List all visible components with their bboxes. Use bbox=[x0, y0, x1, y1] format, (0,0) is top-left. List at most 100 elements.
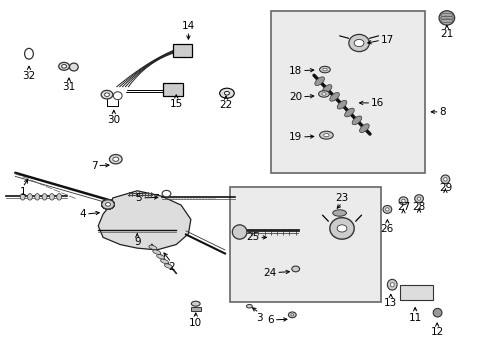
Ellipse shape bbox=[290, 314, 293, 316]
Ellipse shape bbox=[104, 93, 109, 96]
Ellipse shape bbox=[382, 206, 391, 213]
Ellipse shape bbox=[156, 255, 164, 259]
Text: 16: 16 bbox=[370, 98, 384, 108]
Ellipse shape bbox=[102, 200, 114, 209]
Text: 23: 23 bbox=[335, 193, 348, 203]
Ellipse shape bbox=[59, 62, 69, 70]
Ellipse shape bbox=[57, 194, 61, 200]
Ellipse shape bbox=[102, 200, 114, 209]
Ellipse shape bbox=[113, 157, 119, 161]
Text: 9: 9 bbox=[134, 237, 140, 247]
Text: 31: 31 bbox=[62, 82, 76, 93]
Ellipse shape bbox=[332, 210, 346, 216]
Ellipse shape bbox=[329, 218, 353, 239]
Text: 19: 19 bbox=[288, 132, 302, 142]
Text: 13: 13 bbox=[384, 298, 397, 309]
Ellipse shape bbox=[344, 108, 354, 117]
Ellipse shape bbox=[164, 264, 172, 268]
Ellipse shape bbox=[102, 200, 114, 209]
Text: 20: 20 bbox=[288, 92, 302, 102]
Ellipse shape bbox=[323, 134, 328, 137]
Ellipse shape bbox=[160, 259, 168, 264]
Ellipse shape bbox=[319, 131, 332, 139]
Ellipse shape bbox=[351, 116, 361, 125]
Text: 4: 4 bbox=[79, 209, 86, 219]
Ellipse shape bbox=[61, 64, 66, 68]
Ellipse shape bbox=[401, 199, 405, 202]
Text: 6: 6 bbox=[266, 315, 273, 325]
Text: 29: 29 bbox=[438, 183, 451, 193]
Ellipse shape bbox=[389, 283, 393, 287]
Ellipse shape bbox=[432, 309, 441, 317]
Text: 17: 17 bbox=[380, 35, 393, 45]
Ellipse shape bbox=[232, 225, 246, 239]
Ellipse shape bbox=[109, 154, 122, 164]
Ellipse shape bbox=[246, 305, 252, 308]
Bar bbox=[399, 285, 432, 300]
Ellipse shape bbox=[219, 88, 234, 98]
Ellipse shape bbox=[353, 40, 363, 46]
Text: 8: 8 bbox=[439, 107, 445, 117]
Ellipse shape bbox=[20, 194, 25, 200]
Ellipse shape bbox=[162, 190, 170, 197]
Text: 7: 7 bbox=[90, 161, 97, 171]
Ellipse shape bbox=[322, 85, 331, 93]
Ellipse shape bbox=[27, 194, 32, 200]
Bar bbox=[229, 187, 380, 302]
Ellipse shape bbox=[414, 195, 423, 203]
Text: 27: 27 bbox=[396, 202, 409, 212]
Text: 5: 5 bbox=[135, 193, 142, 203]
Ellipse shape bbox=[102, 200, 114, 209]
Ellipse shape bbox=[385, 208, 388, 211]
Ellipse shape bbox=[438, 11, 454, 25]
Bar bbox=[190, 307, 200, 311]
Ellipse shape bbox=[337, 100, 346, 109]
Text: 3: 3 bbox=[255, 313, 262, 323]
Ellipse shape bbox=[152, 250, 161, 254]
Text: 15: 15 bbox=[169, 99, 183, 109]
Ellipse shape bbox=[443, 177, 446, 181]
Ellipse shape bbox=[329, 93, 339, 101]
Ellipse shape bbox=[321, 93, 325, 95]
Ellipse shape bbox=[113, 92, 122, 100]
Ellipse shape bbox=[416, 197, 420, 200]
Text: 10: 10 bbox=[189, 318, 202, 328]
Ellipse shape bbox=[386, 279, 396, 290]
Text: 32: 32 bbox=[22, 71, 36, 81]
Text: 21: 21 bbox=[439, 30, 452, 39]
Text: 14: 14 bbox=[182, 21, 195, 31]
Ellipse shape bbox=[42, 194, 47, 200]
Ellipse shape bbox=[336, 225, 346, 232]
Text: 24: 24 bbox=[263, 267, 276, 278]
Text: 18: 18 bbox=[288, 66, 302, 76]
Ellipse shape bbox=[319, 66, 330, 73]
Text: 11: 11 bbox=[407, 313, 421, 323]
Ellipse shape bbox=[102, 200, 114, 209]
Ellipse shape bbox=[148, 245, 157, 249]
Ellipse shape bbox=[24, 48, 33, 59]
Text: 1: 1 bbox=[20, 187, 26, 197]
Ellipse shape bbox=[288, 312, 296, 318]
Ellipse shape bbox=[291, 266, 299, 272]
Ellipse shape bbox=[440, 175, 449, 184]
Ellipse shape bbox=[318, 91, 329, 97]
Ellipse shape bbox=[224, 91, 229, 95]
Ellipse shape bbox=[102, 200, 114, 209]
Ellipse shape bbox=[348, 35, 368, 51]
Ellipse shape bbox=[69, 63, 78, 71]
Text: 25: 25 bbox=[245, 232, 259, 242]
Text: 26: 26 bbox=[380, 224, 393, 234]
Ellipse shape bbox=[398, 197, 407, 205]
Ellipse shape bbox=[105, 203, 110, 206]
Ellipse shape bbox=[191, 301, 200, 306]
Polygon shape bbox=[98, 191, 190, 250]
Bar bbox=[162, 83, 183, 96]
Ellipse shape bbox=[49, 194, 54, 200]
Ellipse shape bbox=[101, 90, 113, 99]
Text: 22: 22 bbox=[219, 100, 232, 111]
Ellipse shape bbox=[102, 200, 114, 209]
Bar bbox=[271, 12, 424, 173]
Ellipse shape bbox=[314, 77, 324, 86]
Ellipse shape bbox=[359, 124, 368, 132]
Text: 12: 12 bbox=[429, 327, 443, 337]
